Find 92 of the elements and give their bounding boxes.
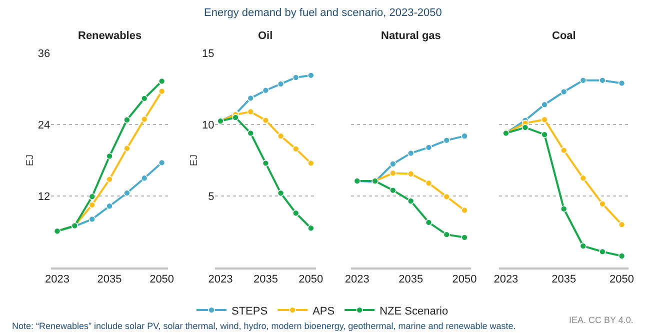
point [292,74,300,81]
point [461,206,468,214]
point [277,190,284,197]
point [560,88,568,96]
point [390,170,396,177]
x-tick-label: 2050 [610,274,634,286]
x-tick-label: 2050 [298,274,324,286]
x-tick-label: 2035 [552,274,576,286]
point [443,193,450,200]
point [292,145,300,152]
point [390,160,396,168]
point [618,221,626,228]
point [407,170,414,178]
point [461,132,468,140]
y-tick-label: 10 [202,119,214,132]
y-tick-label: 12 [38,190,50,203]
x-tick-label: 2023 [208,274,233,286]
y-tick-label: 24 [38,119,50,132]
x-tick-label: 2023 [494,274,518,286]
x-tick-label: 2023 [344,274,370,286]
point [262,86,270,94]
y-tick-label: 5 [208,190,214,203]
point [461,234,468,241]
chart-title: Natural gas [381,30,441,42]
legend-label: NZE Scenario [380,305,448,318]
point [292,210,300,217]
legend-label: STEPS [232,305,268,318]
text: Note: “Renewables” include solar PV, solar thermal, wind, hydro, modern bioenergy, geothermal, marine and renewable waste. [12,321,516,331]
point [124,145,130,152]
legend-label: APS [312,305,335,318]
x-tick-label: 2035 [97,274,122,286]
point [124,190,130,196]
y-tick-label: 36 [38,48,50,60]
point [308,72,314,79]
point [425,219,432,226]
point [247,130,254,137]
x-tick-label: 2023 [45,274,70,286]
point [88,193,96,200]
point [262,160,270,167]
point [425,144,432,151]
point [140,116,148,123]
point [124,116,130,124]
point [599,76,606,84]
point [425,180,432,187]
point [443,231,450,238]
point [106,152,113,160]
chart-title: Oil [258,30,273,42]
point [140,174,148,182]
point [88,202,96,208]
point [580,174,587,182]
point [580,76,587,84]
point [407,198,414,204]
point [541,116,548,124]
text: IEA. CC BY 4.0. [569,315,634,325]
point [522,124,529,131]
point [247,108,254,116]
point [308,160,314,167]
point [541,131,548,138]
point [277,80,284,88]
point [541,101,548,108]
point [308,224,314,232]
point [599,200,606,208]
point [560,205,568,212]
point [277,132,284,140]
y-tick-label: 15 [202,48,214,60]
point [618,80,626,87]
chart-title: Renewables [78,30,142,42]
chart-title: Coal [552,30,576,42]
point [140,95,148,102]
x-tick-label: 2050 [452,274,477,286]
point [158,78,166,85]
x-tick-label: 2035 [398,274,424,286]
point [106,202,113,210]
x-tick-label: 2050 [150,274,174,286]
text: Energy demand by fuel and scenario, 2023-2050 [204,7,442,19]
point [106,176,113,183]
point [247,94,254,102]
y-axis-title: EJ [24,154,36,166]
x-tick-label: 2035 [253,274,278,286]
point [158,159,166,166]
point [390,186,396,194]
point [158,88,166,95]
point [580,242,587,250]
point [407,150,414,157]
point [618,252,626,260]
point [560,146,568,154]
point [443,136,450,144]
point [232,114,239,121]
y-axis-title: EJ [188,154,200,166]
point [599,248,606,256]
point [262,116,270,124]
point [88,216,96,223]
